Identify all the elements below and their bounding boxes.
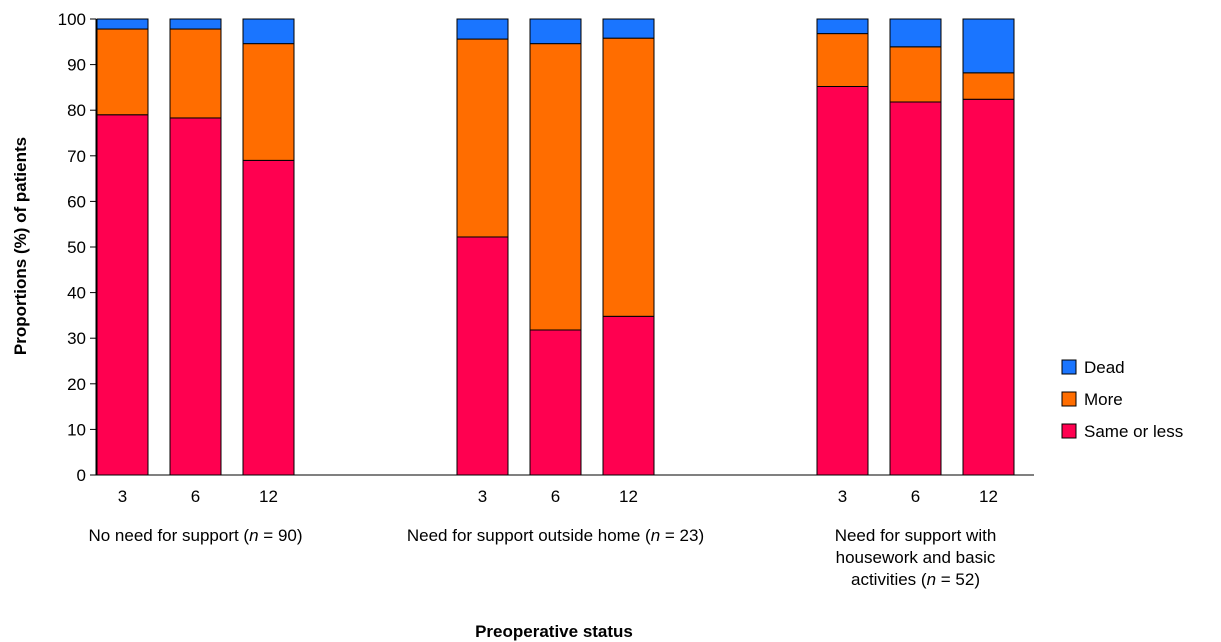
legend: Dead More Same or less — [1061, 358, 1183, 441]
bar-segment — [602, 315, 655, 476]
bar-segment — [169, 18, 222, 30]
y-tick-label: 10 — [67, 420, 86, 439]
bar-segment — [456, 18, 509, 40]
y-tick-label: 100 — [58, 10, 86, 29]
bar-segment — [529, 43, 582, 331]
bar-segment — [96, 18, 149, 30]
group-label-segment: n — [651, 526, 660, 545]
bar-segment — [816, 85, 869, 476]
group-label: Need for support outside home (n = 23) — [407, 526, 704, 545]
bar-segment — [962, 72, 1015, 100]
group-label-line: activities (n = 52) — [851, 570, 980, 589]
bar-segment — [96, 114, 149, 476]
bar-segment — [529, 329, 582, 476]
x-tick-label: 12 — [259, 487, 278, 506]
y-tick-label: 80 — [67, 101, 86, 120]
group-label-segment: housework and basic — [836, 548, 996, 567]
legend-swatch — [1061, 391, 1077, 407]
y-tick-label: 70 — [67, 147, 86, 166]
x-tick-label: 3 — [478, 487, 487, 506]
y-tick-label: 40 — [67, 284, 86, 303]
group-label-segment: n — [927, 570, 936, 589]
y-tick-label: 30 — [67, 329, 86, 348]
bar-segment — [242, 43, 295, 161]
group-label-line: No need for support (n = 90) — [88, 526, 302, 545]
group-label-segment: Need for support outside home ( — [407, 526, 651, 545]
x-tick-label: 6 — [551, 487, 560, 506]
bar-segment — [602, 18, 655, 39]
bar-segment — [529, 18, 582, 45]
group-label-segment: activities ( — [851, 570, 927, 589]
y-tick-label: 90 — [67, 56, 86, 75]
group-label: Need for support with housework and basic… — [835, 526, 997, 589]
x-tick-label: 12 — [979, 487, 998, 506]
bar-segment — [456, 38, 509, 238]
bar-segment — [889, 46, 942, 103]
bar-segment — [169, 28, 222, 119]
x-tick-label: 3 — [838, 487, 847, 506]
group-label-segment: = 52) — [936, 570, 980, 589]
legend-label: More — [1084, 390, 1123, 409]
bar-segment — [816, 18, 869, 35]
x-axis-title: Preoperative status — [475, 622, 633, 641]
group-label-segment: No need for support ( — [88, 526, 249, 545]
y-tick-label: 60 — [67, 192, 86, 211]
group-label-segment: = 23) — [660, 526, 704, 545]
group-label-segment: Need for support with — [835, 526, 997, 545]
group-label-line: housework and basic — [836, 548, 996, 567]
y-axis-title: Proportions (%) of patients — [11, 137, 30, 355]
group-label-segment: = 90) — [259, 526, 303, 545]
legend-label: Same or less — [1084, 422, 1183, 441]
bar-segment — [456, 236, 509, 476]
plot-area — [96, 18, 1015, 476]
legend-swatch — [1061, 423, 1077, 439]
group-label-segment: n — [249, 526, 258, 545]
group-label-line: Need for support outside home (n = 23) — [407, 526, 704, 545]
bar-segment — [889, 101, 942, 476]
x-tick-label: 12 — [619, 487, 638, 506]
y-tick-label: 20 — [67, 375, 86, 394]
x-tick-label: 6 — [191, 487, 200, 506]
bar-segment — [242, 18, 295, 45]
x-tick-label: 6 — [911, 487, 920, 506]
legend-label: Dead — [1084, 358, 1125, 377]
group-label-line: Need for support with — [835, 526, 997, 545]
bar-segment — [816, 33, 869, 87]
bar-segment — [889, 18, 942, 48]
bar-segment — [962, 98, 1015, 476]
group-label: No need for support (n = 90) — [88, 526, 302, 545]
legend-swatch — [1061, 359, 1077, 375]
bar-segment — [962, 18, 1015, 74]
y-axis: 0 10 20 30 40 50 60 70 80 90 100 — [58, 10, 97, 485]
bar-segment — [242, 159, 295, 476]
y-tick-label: 50 — [67, 238, 86, 257]
bar-segment — [169, 117, 222, 476]
bar-segment — [96, 28, 149, 116]
x-tick-label: 3 — [118, 487, 127, 506]
y-tick-label: 0 — [77, 466, 86, 485]
bar-segment — [602, 37, 655, 317]
